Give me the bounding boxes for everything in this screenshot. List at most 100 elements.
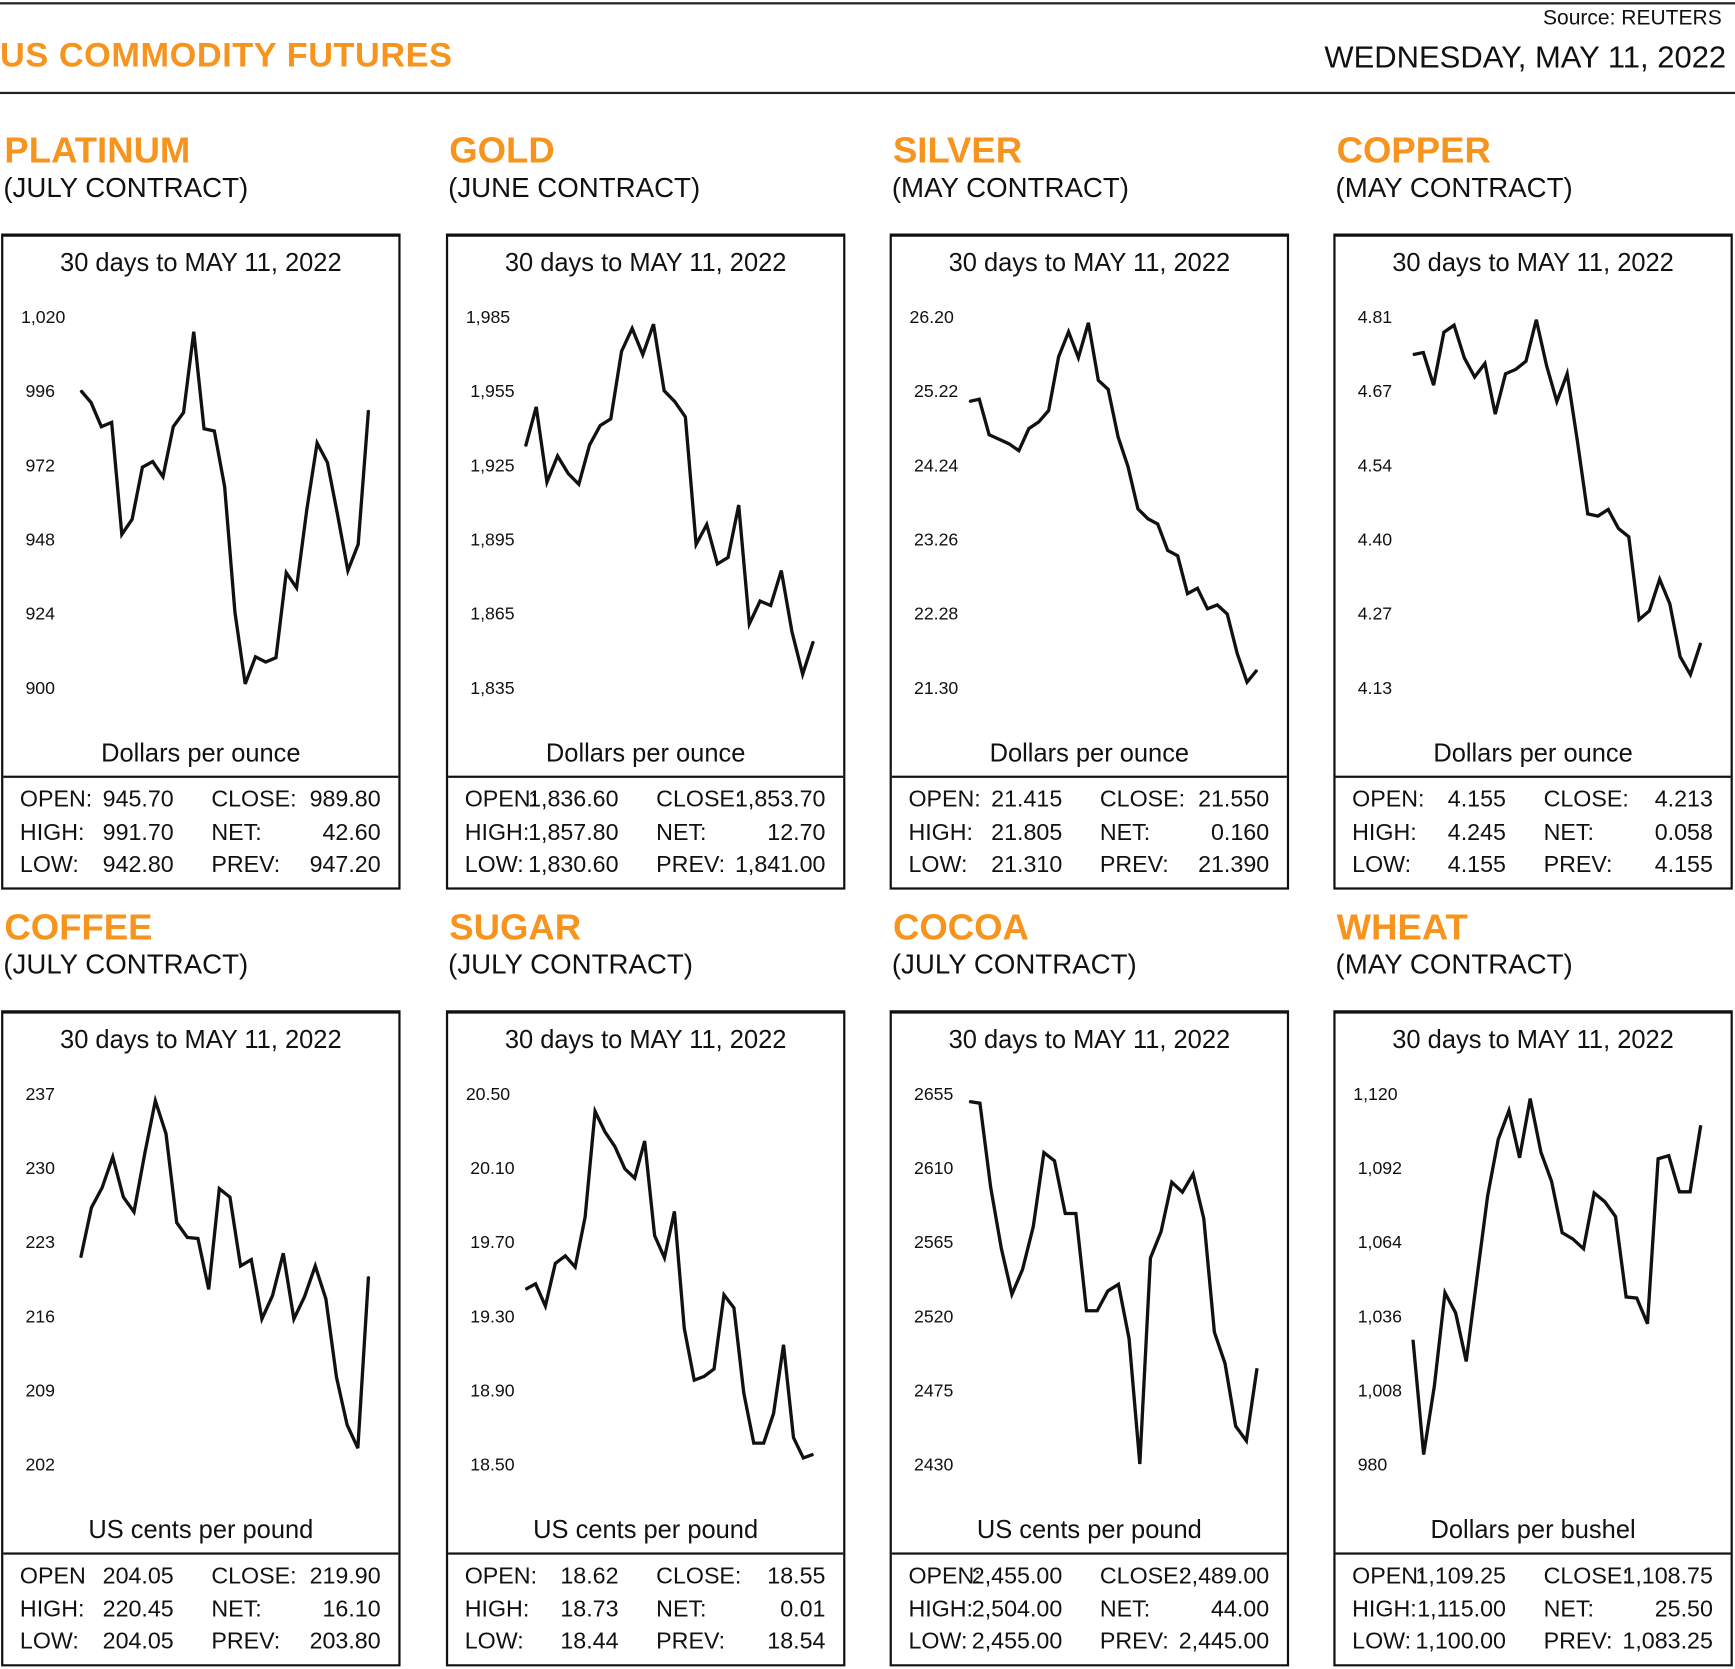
stat-value: 21.415 bbox=[991, 786, 1063, 813]
y-tick-label: 4.40 bbox=[1357, 531, 1393, 550]
stat-label: NET: bbox=[656, 819, 707, 845]
y-tick-label: 4.13 bbox=[1357, 679, 1393, 699]
price-point bbox=[1235, 1425, 1237, 1427]
price-point bbox=[557, 455, 559, 457]
price-line-chart bbox=[1412, 319, 1703, 679]
price-point bbox=[644, 1140, 646, 1142]
price-line-chart bbox=[1411, 1098, 1703, 1456]
y-tick-label: 2475 bbox=[913, 1382, 954, 1401]
page-title: US COMMODITY FUTURES bbox=[0, 35, 453, 75]
y-tick-label: 20.10 bbox=[470, 1159, 515, 1179]
stat-label: LOW: bbox=[464, 852, 524, 878]
price-point bbox=[1689, 674, 1691, 676]
stat-value: 21.310 bbox=[991, 852, 1063, 878]
stat-label: NET: bbox=[656, 1596, 707, 1622]
price-point bbox=[1463, 357, 1465, 359]
stats-row: LOW: 1,830.60 PREV: 1,841.00 bbox=[448, 852, 843, 885]
chart-caption: 30 days to MAY 11, 2022 bbox=[948, 1024, 1231, 1054]
price-point bbox=[968, 1100, 970, 1103]
price-point bbox=[780, 570, 782, 572]
price-point bbox=[1604, 1201, 1606, 1203]
stat-value: 0.058 bbox=[1654, 819, 1713, 845]
price-point bbox=[144, 1153, 146, 1155]
price-point bbox=[564, 1255, 566, 1257]
stat-value: 1,841.00 bbox=[734, 852, 826, 878]
y-tick-label: 1,120 bbox=[1353, 1085, 1398, 1105]
price-point bbox=[1196, 587, 1199, 589]
price-point bbox=[631, 327, 633, 329]
price-point bbox=[1648, 610, 1650, 612]
price-point bbox=[782, 1344, 785, 1346]
price-point bbox=[1515, 368, 1517, 370]
stats-row: LOW: 1,100.00 PREV: 1,083.25 bbox=[1336, 1629, 1731, 1662]
stat-value: 44.00 bbox=[1211, 1596, 1270, 1622]
y-tick-label: 18.50 bbox=[470, 1456, 515, 1475]
price-point bbox=[347, 570, 349, 572]
price-point bbox=[706, 524, 708, 526]
price-point bbox=[684, 416, 686, 418]
price-point bbox=[1067, 331, 1070, 333]
price-point bbox=[1236, 652, 1238, 654]
stat-label: PREV: bbox=[1543, 852, 1613, 878]
price-point bbox=[272, 1295, 274, 1297]
stat-label: PREV: bbox=[1099, 1628, 1169, 1655]
price-point bbox=[1022, 1268, 1024, 1271]
stat-label: OPEN: bbox=[908, 1563, 981, 1589]
price-point bbox=[1433, 1385, 1435, 1387]
stat-label: OPEN: bbox=[1352, 1563, 1425, 1589]
stat-value: 942.80 bbox=[102, 852, 174, 878]
price-point bbox=[1476, 1277, 1478, 1279]
stat-value: 989.80 bbox=[309, 786, 381, 813]
price-point bbox=[1160, 1231, 1162, 1233]
stat-value: 204.05 bbox=[102, 1628, 174, 1655]
stat-value: 1,108.75 bbox=[1622, 1563, 1713, 1589]
y-tick-label: 2565 bbox=[913, 1233, 954, 1253]
stats-row: HIGH: 18.73 NET: 0.01 bbox=[448, 1596, 843, 1629]
price-point bbox=[335, 1376, 338, 1378]
price-point bbox=[642, 354, 644, 356]
stat-value: 21.805 bbox=[991, 819, 1063, 845]
price-point bbox=[673, 1210, 675, 1213]
stat-value: 1,830.60 bbox=[528, 852, 619, 878]
stats-row: LOW: 204.05 PREV: 203.80 bbox=[3, 1629, 398, 1662]
price-line-chart bbox=[523, 323, 815, 681]
price-point bbox=[695, 543, 697, 545]
y-tick-label: 996 bbox=[25, 382, 55, 402]
price-point bbox=[1614, 1215, 1617, 1218]
price-point bbox=[1245, 1440, 1247, 1442]
price-point bbox=[1465, 1360, 1467, 1362]
price-point bbox=[1494, 413, 1496, 415]
price-point bbox=[1556, 400, 1558, 403]
coffee-contract: (JULY CONTRACT) bbox=[3, 949, 249, 981]
stat-value: 2,504.00 bbox=[971, 1596, 1063, 1622]
stats-divider bbox=[3, 1552, 399, 1555]
y-tick-label: 1,925 bbox=[470, 456, 515, 476]
price-point bbox=[1087, 322, 1089, 324]
price-point bbox=[141, 466, 143, 468]
stat-value: 16.10 bbox=[322, 1596, 381, 1622]
stat-value: 1,115.00 bbox=[1417, 1596, 1506, 1622]
stat-label: LOW: bbox=[1352, 852, 1412, 878]
price-point bbox=[614, 1146, 616, 1148]
price-point bbox=[1636, 1297, 1638, 1299]
price-point bbox=[748, 623, 750, 625]
price-point bbox=[1587, 513, 1589, 515]
price-point bbox=[1206, 608, 1208, 610]
stat-label: LOW: bbox=[19, 852, 79, 878]
y-tick-label: 2610 bbox=[913, 1159, 954, 1179]
price-point bbox=[1097, 379, 1099, 381]
stat-label: HIGH: bbox=[19, 1596, 85, 1622]
stat-value: 1,853.70 bbox=[734, 786, 826, 813]
gold-contract: (JUNE CONTRACT) bbox=[448, 172, 701, 204]
price-point bbox=[1659, 578, 1661, 580]
price-point bbox=[743, 1392, 745, 1394]
stat-value: 2,445.00 bbox=[1178, 1628, 1270, 1655]
price-point bbox=[1075, 1212, 1077, 1215]
price-point bbox=[165, 1133, 167, 1135]
silver-contract: (MAY CONTRACT) bbox=[891, 172, 1130, 204]
stat-label: PREV: bbox=[656, 852, 726, 878]
y-tick-label: 23.26 bbox=[913, 531, 959, 550]
y-tick-label: 972 bbox=[25, 456, 55, 476]
y-tick-label: 216 bbox=[25, 1307, 55, 1327]
stat-value: 220.45 bbox=[102, 1596, 174, 1622]
